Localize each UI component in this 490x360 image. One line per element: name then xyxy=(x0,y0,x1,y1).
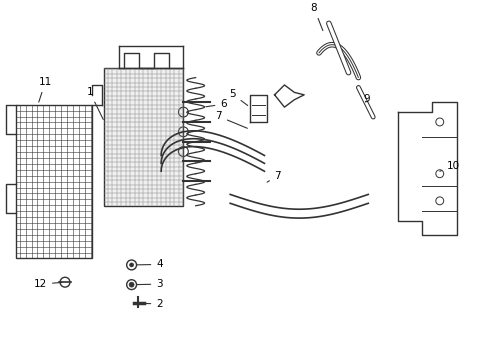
Text: 8: 8 xyxy=(311,3,323,31)
Text: 10: 10 xyxy=(440,161,460,171)
Bar xyxy=(104,68,183,206)
Text: 4: 4 xyxy=(137,260,163,269)
Circle shape xyxy=(130,263,134,267)
Text: 3: 3 xyxy=(137,279,163,289)
Text: 11: 11 xyxy=(39,77,52,102)
Text: 9: 9 xyxy=(363,94,370,104)
Text: 12: 12 xyxy=(34,279,62,289)
Text: 7: 7 xyxy=(216,112,247,128)
Text: 1: 1 xyxy=(86,87,103,120)
Text: 5: 5 xyxy=(229,89,248,105)
Circle shape xyxy=(129,282,134,287)
Bar xyxy=(16,105,92,257)
Text: 2: 2 xyxy=(144,299,163,309)
Text: 6: 6 xyxy=(206,99,227,109)
Text: 7: 7 xyxy=(267,171,281,182)
